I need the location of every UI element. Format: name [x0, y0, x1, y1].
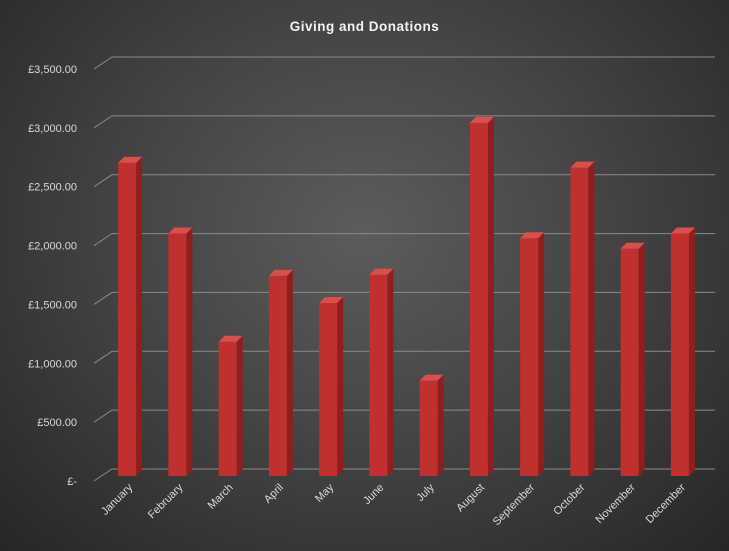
bar-february	[168, 227, 193, 476]
y-tick-label: £2,000.00	[28, 241, 77, 253]
bar-top	[268, 269, 293, 276]
bar-june	[369, 268, 394, 476]
bar-front	[670, 233, 689, 476]
x-tick-label: January	[99, 481, 136, 518]
bar-side	[588, 161, 595, 477]
bar-side	[136, 156, 143, 476]
gridline	[93, 409, 715, 423]
bar-front	[520, 238, 539, 476]
y-tick-label: £1,000.00	[28, 358, 77, 370]
bar-side	[487, 116, 494, 476]
gridline	[93, 291, 715, 305]
y-tick-label: £-	[67, 476, 77, 488]
x-tick-label: July	[414, 481, 437, 504]
gridline	[93, 233, 715, 246]
bar-front	[168, 233, 187, 476]
bar-front	[118, 162, 137, 476]
bar-top	[570, 161, 595, 168]
y-tick-label: £3,500.00	[28, 64, 77, 76]
bar-november	[620, 242, 645, 476]
bar-january	[118, 156, 143, 476]
y-tick-label: £3,000.00	[28, 123, 77, 135]
bar-side	[236, 335, 243, 476]
x-tick-label: November	[593, 481, 638, 526]
bar-top	[419, 374, 444, 381]
bar-october	[570, 161, 595, 477]
y-tick-label: £500.00	[37, 417, 77, 429]
bar-top	[118, 156, 143, 163]
bar-side	[387, 268, 394, 476]
bar-front	[369, 274, 388, 476]
x-tick-label: September	[491, 481, 538, 528]
x-tick-label: May	[313, 481, 337, 505]
bar-front	[620, 248, 639, 476]
x-tick-label: October	[551, 481, 587, 517]
x-tick-label: August	[454, 482, 487, 515]
bar-top	[620, 242, 645, 249]
bar-top	[319, 296, 344, 303]
bar-march	[218, 335, 243, 476]
x-tick-label: March	[206, 482, 236, 512]
bar-side	[186, 227, 193, 476]
bar-september	[520, 232, 545, 476]
bar-side	[688, 227, 695, 476]
bar-top	[469, 116, 494, 123]
chart-title: Giving and Donations	[289, 19, 440, 34]
bar-side	[437, 374, 444, 476]
bar-front	[319, 302, 338, 476]
gridline	[93, 468, 715, 482]
bar-top	[670, 227, 695, 234]
bar-may	[319, 296, 344, 476]
bar-july	[419, 374, 444, 476]
x-tick-label: December	[644, 481, 689, 526]
x-tick-label: February	[146, 481, 186, 521]
gridline	[93, 350, 715, 364]
x-tick-label: April	[262, 482, 286, 506]
bar-top	[520, 232, 545, 239]
bar-april	[268, 269, 293, 476]
bar-front	[268, 275, 287, 476]
bar-side	[638, 242, 645, 476]
bar-front	[570, 167, 589, 477]
bar-side	[538, 232, 545, 476]
bar-top	[218, 335, 243, 342]
bar-front	[218, 341, 237, 476]
bar-december	[670, 227, 695, 476]
bar-august	[469, 116, 494, 476]
gridline	[93, 115, 715, 129]
y-tick-label: £2,500.00	[28, 182, 77, 194]
x-tick-label: June	[361, 482, 386, 507]
gridline	[93, 56, 715, 70]
bar-front	[469, 122, 488, 476]
y-tick-label: £1,500.00	[28, 299, 77, 311]
bar-side	[286, 269, 293, 476]
gridline	[93, 174, 715, 188]
bar-top	[168, 227, 193, 234]
bar-front	[419, 380, 438, 476]
bar-side	[337, 296, 344, 476]
bar-top	[369, 268, 394, 275]
